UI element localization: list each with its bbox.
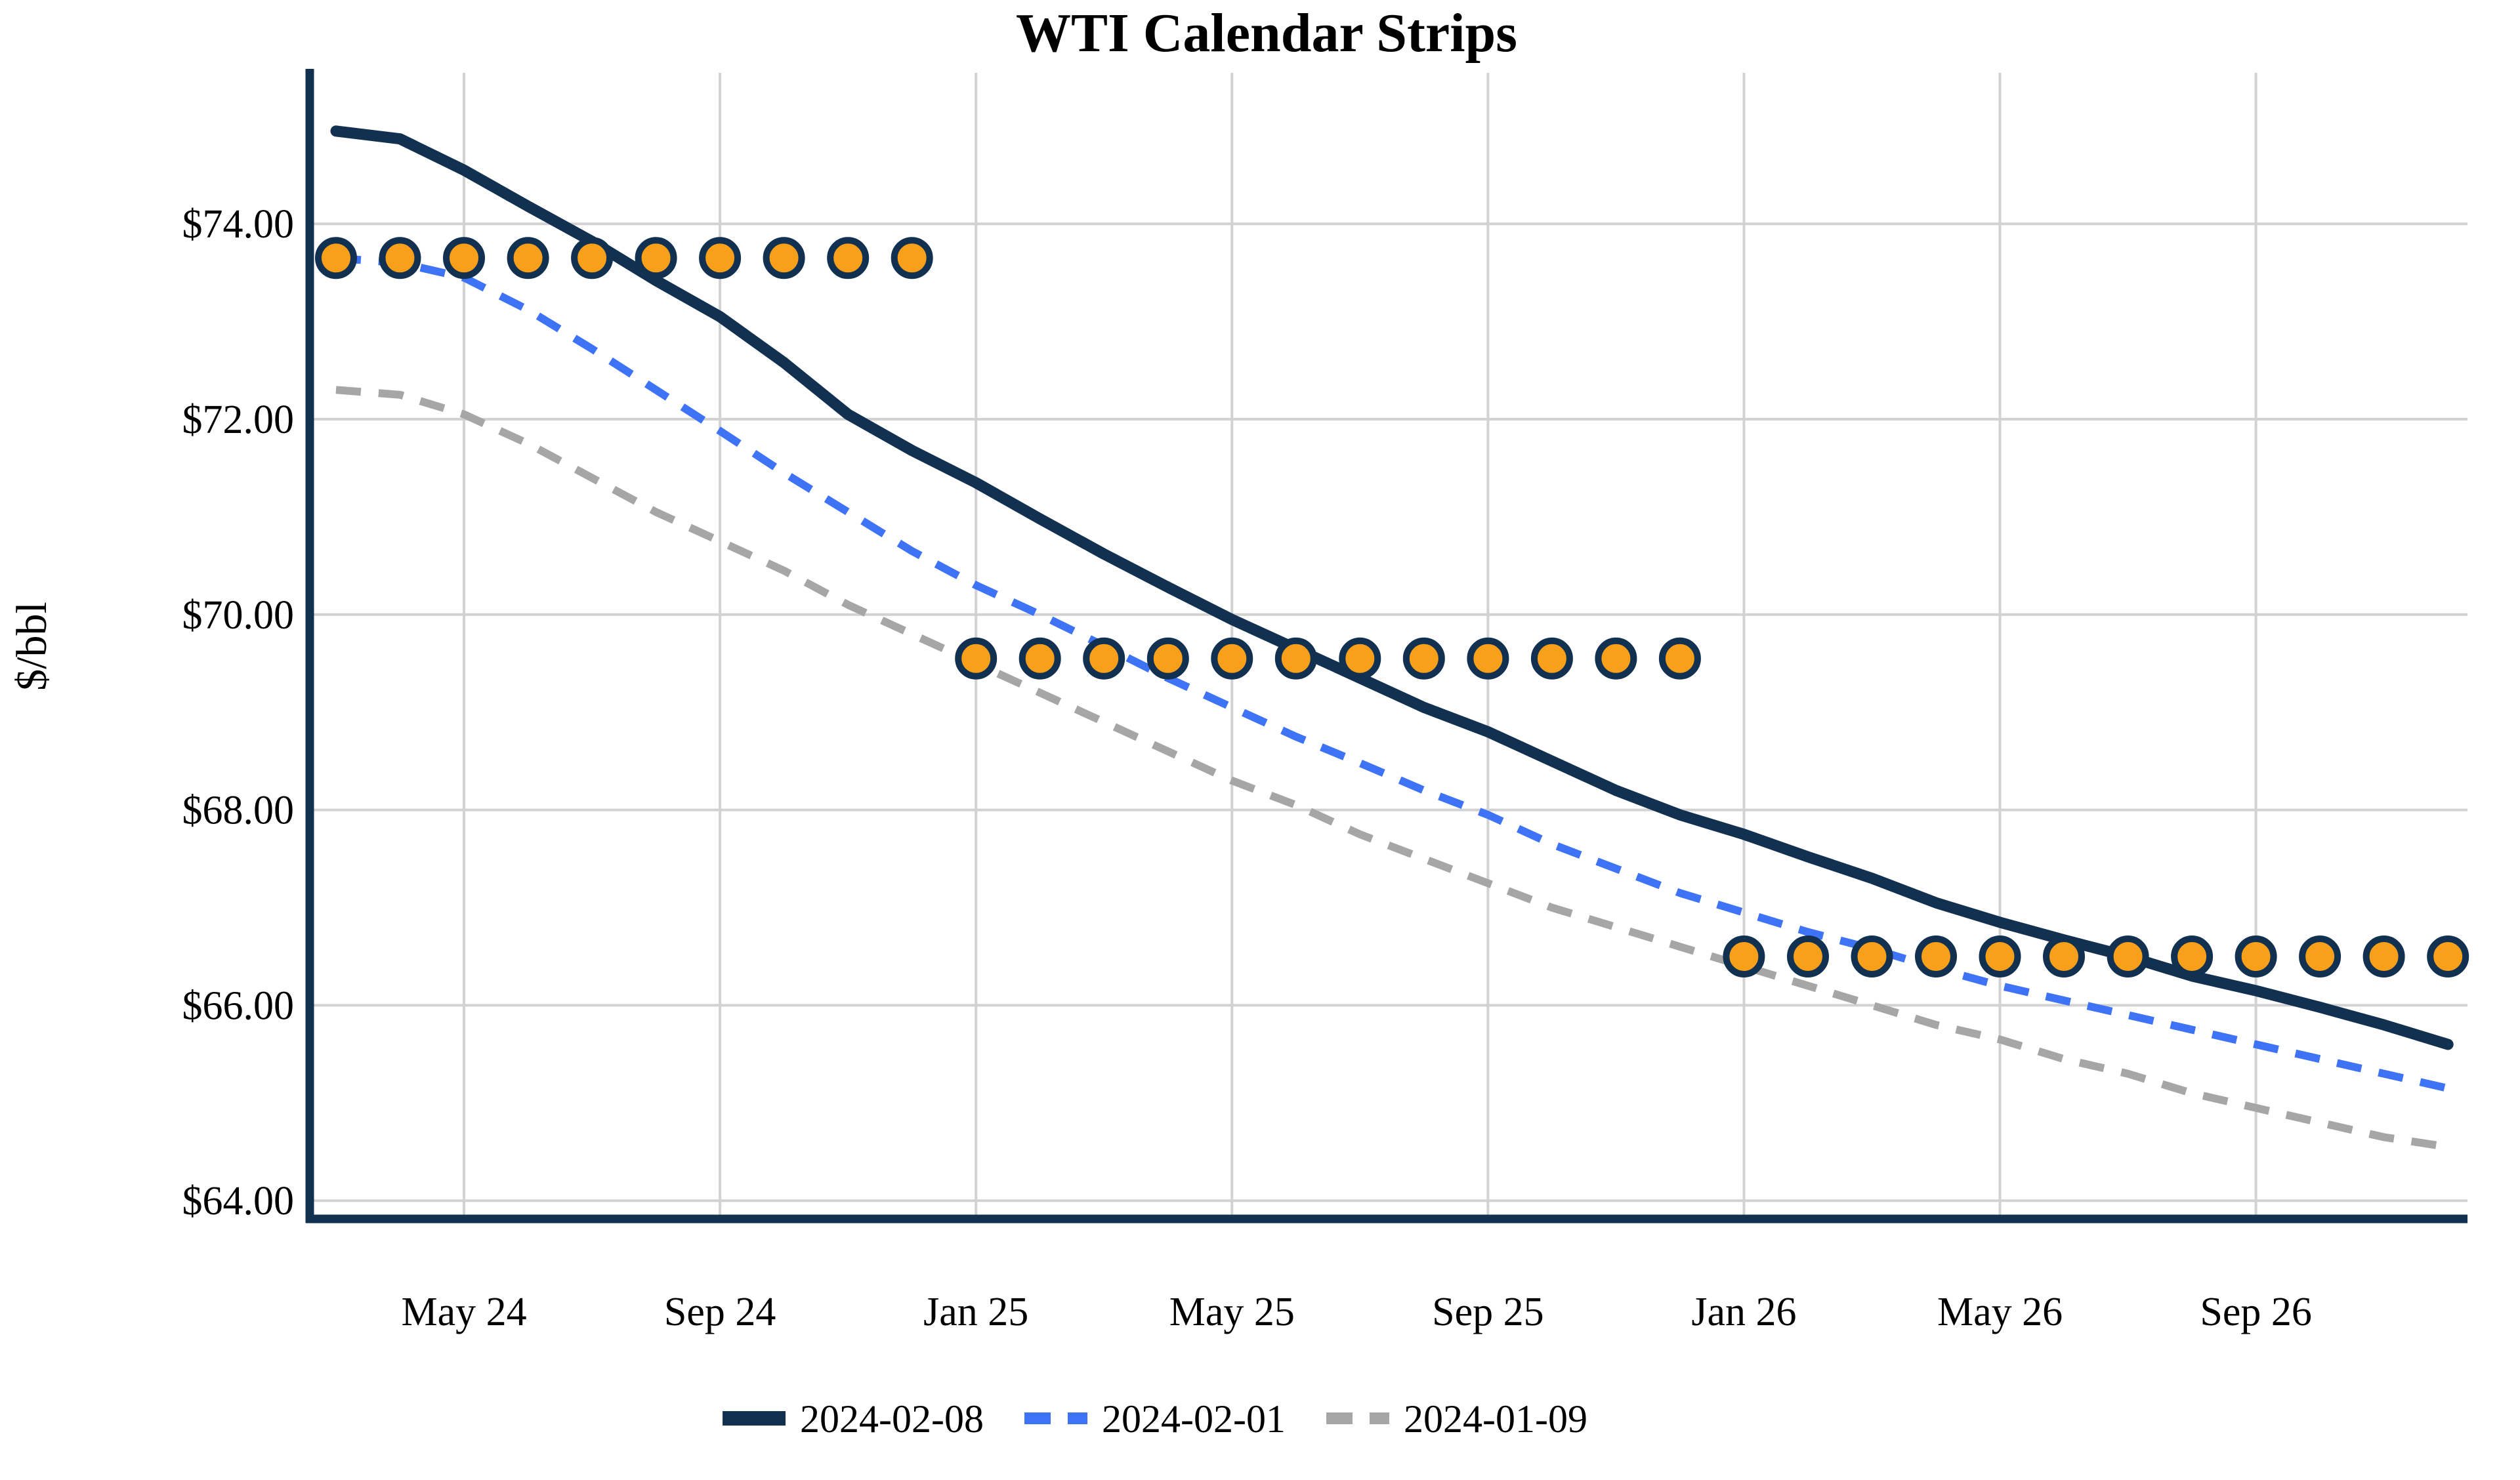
x-tick-label: Jan 26 bbox=[1691, 1290, 1796, 1334]
strip-marker bbox=[1787, 935, 1829, 977]
x-tick-label: Sep 25 bbox=[1432, 1290, 1544, 1334]
strip-marker bbox=[1339, 637, 1381, 680]
strip-marker bbox=[1083, 637, 1125, 680]
y-tick-label: $70.00 bbox=[182, 593, 295, 638]
series-lines bbox=[330, 125, 2454, 1151]
legend-label: 2024-02-01 bbox=[1102, 1397, 1286, 1441]
strip-marker bbox=[1146, 637, 1189, 680]
y-tick-label: $72.00 bbox=[182, 398, 295, 442]
strip-marker bbox=[699, 237, 742, 279]
strip-marker bbox=[1915, 935, 1957, 977]
strip-marker bbox=[1595, 637, 1637, 680]
strip-marker bbox=[1723, 935, 1765, 977]
y-tick-label: $74.00 bbox=[182, 202, 295, 247]
calendar-strip-markers bbox=[315, 237, 2469, 977]
y-tick-label: $68.00 bbox=[182, 789, 295, 833]
strip-marker bbox=[635, 237, 677, 279]
y-axis-title: $/bbl bbox=[8, 602, 56, 691]
strip-marker bbox=[955, 637, 998, 680]
x-tick-labels: May 24 Sep 24 Jan 25 May 25 Sep 25 Jan 26 May … bbox=[401, 1290, 2311, 1334]
chart-title: WTI Calendar Strips bbox=[1016, 3, 1517, 64]
strip-marker bbox=[1658, 637, 1701, 680]
strip-marker bbox=[2235, 935, 2277, 977]
strip-marker bbox=[1530, 637, 1573, 680]
strip-marker bbox=[2107, 935, 2149, 977]
x-tick-label: Jan 25 bbox=[923, 1290, 1028, 1334]
legend-item-2024-02-08: 2024-02-08 bbox=[723, 1397, 984, 1441]
strip-marker bbox=[2299, 935, 2342, 977]
strip-marker bbox=[2171, 935, 2214, 977]
strip-marker bbox=[1018, 637, 1061, 680]
y-tick-label: $66.00 bbox=[182, 983, 295, 1028]
x-tick-label: Sep 24 bbox=[664, 1290, 776, 1334]
series-line-2024-02-08 bbox=[330, 125, 2454, 1050]
strip-marker bbox=[1467, 637, 1509, 680]
x-tick-label: Sep 26 bbox=[2200, 1290, 2312, 1334]
gridlines bbox=[310, 73, 2468, 1219]
strip-marker bbox=[1274, 637, 1317, 680]
legend-item-2024-02-01: 2024-02-01 bbox=[1024, 1397, 1286, 1441]
strip-marker bbox=[891, 237, 933, 279]
x-tick-label: May 26 bbox=[1937, 1290, 2063, 1334]
axes bbox=[305, 69, 2468, 1223]
strip-marker bbox=[2362, 935, 2405, 977]
strip-marker bbox=[763, 237, 805, 279]
series-line-2024-01-09 bbox=[335, 386, 2449, 1151]
legend: 2024-02-08 2024-02-01 2024-01-09 bbox=[723, 1397, 1587, 1441]
x-tick-label: May 25 bbox=[1169, 1290, 1295, 1334]
legend-label: 2024-02-08 bbox=[800, 1397, 984, 1441]
legend-item-2024-01-09: 2024-01-09 bbox=[1326, 1397, 1587, 1441]
strip-marker bbox=[507, 237, 549, 279]
legend-label: 2024-01-09 bbox=[1404, 1397, 1587, 1441]
x-tick-label: May 24 bbox=[401, 1290, 526, 1334]
strip-marker bbox=[571, 237, 614, 279]
strip-marker bbox=[2427, 935, 2469, 977]
strip-marker bbox=[443, 237, 485, 279]
y-tick-labels: $74.00 $72.00 $70.00 $68.00 $66.00 $64.00 bbox=[182, 202, 295, 1223]
strip-marker bbox=[315, 237, 357, 279]
series-line-2024-02-01 bbox=[335, 254, 2449, 1092]
strip-marker bbox=[1402, 637, 1445, 680]
strip-marker bbox=[1979, 935, 2021, 977]
strip-marker bbox=[1211, 637, 1253, 680]
strip-marker bbox=[1851, 935, 1893, 977]
strip-marker bbox=[2043, 935, 2085, 977]
strip-marker bbox=[827, 237, 870, 279]
strip-marker bbox=[379, 237, 421, 279]
y-tick-label: $64.00 bbox=[182, 1179, 295, 1223]
